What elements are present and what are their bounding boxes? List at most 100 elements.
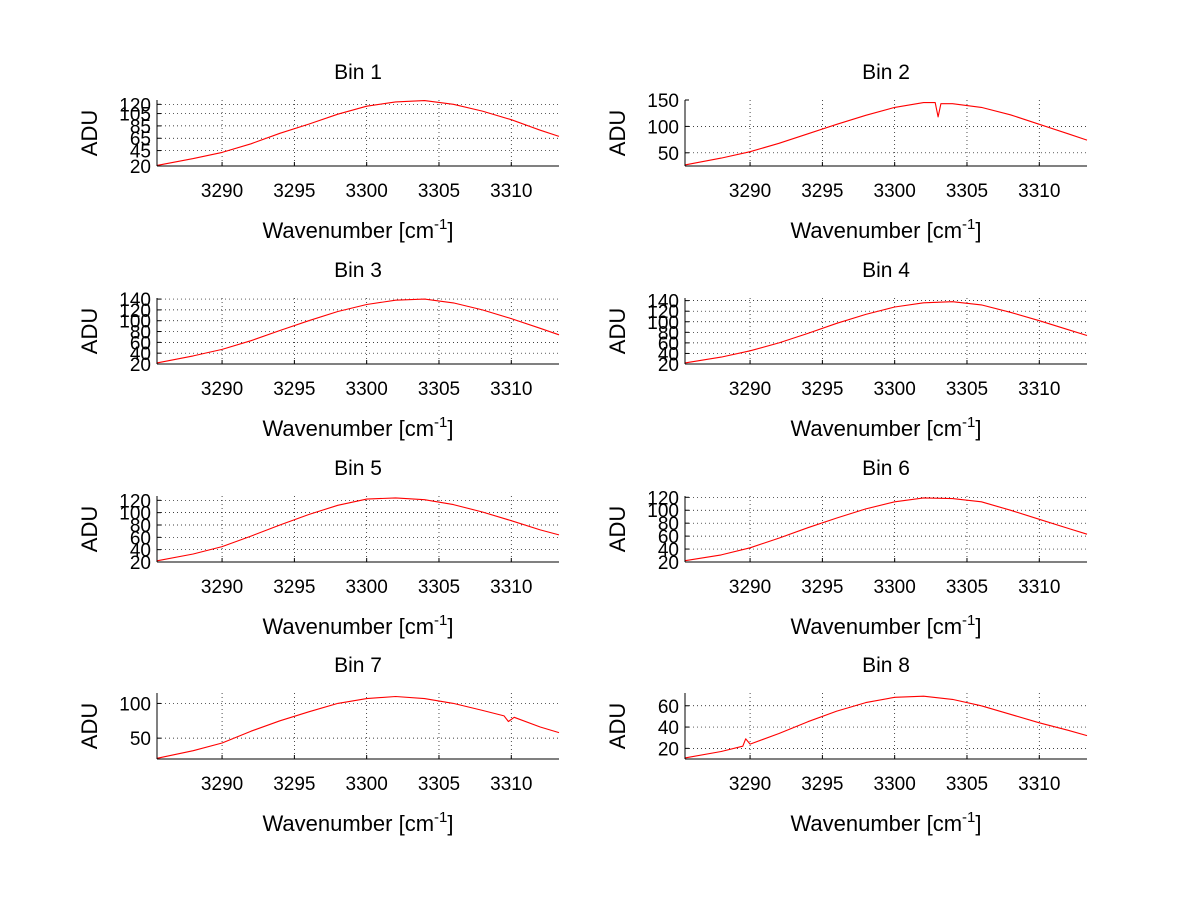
y-tick-label: 120 (119, 95, 151, 116)
subplot-title: Bin 4 (862, 259, 910, 282)
x-axis-label: Wavenumber [cm-1] (262, 612, 453, 639)
series-line-1 (684, 301, 1088, 364)
subplot-4: Bin 4 3290 3295 3300 3305 3310 204060801001201… (605, 259, 1088, 441)
x-tick-label: 3300 (346, 379, 388, 400)
series-line-1 (156, 695, 560, 759)
y-axis-label: ADU (605, 308, 630, 354)
y-tick-label: 100 (647, 501, 679, 522)
x-tick-label: 3290 (729, 181, 771, 202)
x-tick-label: 3300 (874, 577, 916, 598)
series-line-1 (684, 497, 1088, 562)
plot-area (157, 693, 559, 759)
plot-area (685, 100, 1087, 166)
y-axis-label: ADU (77, 308, 102, 354)
y-tick-label: 50 (130, 729, 151, 750)
y-tick-label: 20 (658, 553, 679, 574)
x-tick-label: 3300 (874, 181, 916, 202)
y-tick-label: 20 (658, 739, 679, 760)
y-tick-label: 60 (658, 527, 679, 548)
y-tick-label: 140 (647, 292, 679, 313)
y-tick-label: 120 (119, 301, 151, 322)
subplot-title: Bin 2 (862, 61, 910, 84)
x-tick-label: 3305 (418, 379, 460, 400)
y-tick-label: 60 (658, 697, 679, 718)
x-tick-label: 3310 (490, 774, 532, 795)
series-line-1 (684, 102, 1088, 166)
y-tick-label: 105 (119, 105, 151, 126)
x-tick-label: 3305 (946, 774, 988, 795)
x-tick-label: 3305 (418, 577, 460, 598)
x-tick-label: 3295 (273, 577, 315, 598)
y-tick-label: 100 (119, 504, 151, 525)
subplot-2: Bin 2 3290 3295 3300 3305 3310 50 100 150 ADU Wave… (605, 61, 1088, 243)
y-tick-label: 140 (119, 290, 151, 311)
x-tick-label: 3300 (346, 774, 388, 795)
subplot-3: Bin 3 3290 3295 3300 3305 3310 204060801001201… (77, 259, 560, 441)
x-tick-label: 3295 (273, 181, 315, 202)
y-tick-label: 80 (658, 514, 679, 535)
y-tick-label: 120 (647, 302, 679, 323)
y-tick-label: 65 (130, 129, 151, 150)
y-tick-label: 100 (119, 312, 151, 333)
y-tick-label: 100 (647, 117, 679, 138)
series-line-1 (156, 298, 560, 364)
x-tick-label: 3300 (346, 181, 388, 202)
x-tick-label: 3305 (946, 181, 988, 202)
x-tick-label: 3300 (874, 774, 916, 795)
y-tick-label: 20 (658, 355, 679, 376)
y-tick-label: 80 (658, 323, 679, 344)
y-tick-label: 60 (658, 334, 679, 355)
x-tick-label: 3290 (201, 181, 243, 202)
x-tick-label: 3295 (273, 774, 315, 795)
x-tick-label: 3300 (346, 577, 388, 598)
x-tick-label: 3310 (1018, 774, 1060, 795)
series-line-1 (156, 100, 560, 166)
plot-area (157, 496, 559, 562)
y-axis-label: ADU (77, 110, 102, 156)
y-tick-label: 100 (647, 313, 679, 334)
y-axis-label: ADU (605, 110, 630, 156)
y-tick-label: 20 (130, 355, 151, 376)
plot-area (685, 496, 1087, 562)
y-axis-label: ADU (605, 506, 630, 552)
x-tick-label: 3290 (729, 379, 771, 400)
subplot-title: Bin 1 (334, 61, 382, 84)
y-tick-label: 80 (130, 516, 151, 537)
subplot-title: Bin 6 (862, 457, 910, 480)
y-tick-label: 150 (647, 91, 679, 112)
subplot-title: Bin 3 (334, 259, 382, 282)
x-tick-label: 3290 (201, 577, 243, 598)
subplot-title: Bin 8 (862, 654, 910, 677)
y-tick-label: 40 (658, 344, 679, 365)
x-tick-label: 3290 (729, 577, 771, 598)
x-tick-label: 3290 (201, 379, 243, 400)
x-tick-label: 3310 (490, 577, 532, 598)
x-tick-label: 3295 (801, 181, 843, 202)
x-tick-label: 3310 (1018, 577, 1060, 598)
x-tick-label: 3295 (801, 577, 843, 598)
plot-area (685, 298, 1087, 364)
y-tick-label: 80 (130, 323, 151, 344)
x-axis-label: Wavenumber [cm-1] (790, 612, 981, 639)
subplot-7: Bin 7 3290 3295 3300 3305 3310 50 100 ADU Wavenum… (77, 654, 560, 836)
x-tick-label: 3295 (273, 379, 315, 400)
y-axis-label: ADU (77, 703, 102, 749)
x-tick-label: 3300 (874, 379, 916, 400)
y-tick-label: 40 (658, 540, 679, 561)
x-tick-label: 3295 (801, 379, 843, 400)
y-tick-label: 20 (130, 553, 151, 574)
x-axis-label: Wavenumber [cm-1] (790, 809, 981, 836)
x-tick-label: 3290 (729, 774, 771, 795)
y-tick-label: 50 (658, 144, 679, 165)
x-axis-label: Wavenumber [cm-1] (262, 809, 453, 836)
y-tick-label: 20 (130, 157, 151, 178)
x-tick-label: 3295 (801, 774, 843, 795)
y-tick-label: 40 (130, 344, 151, 365)
y-axis-label: ADU (605, 703, 630, 749)
plot-area (157, 100, 559, 166)
